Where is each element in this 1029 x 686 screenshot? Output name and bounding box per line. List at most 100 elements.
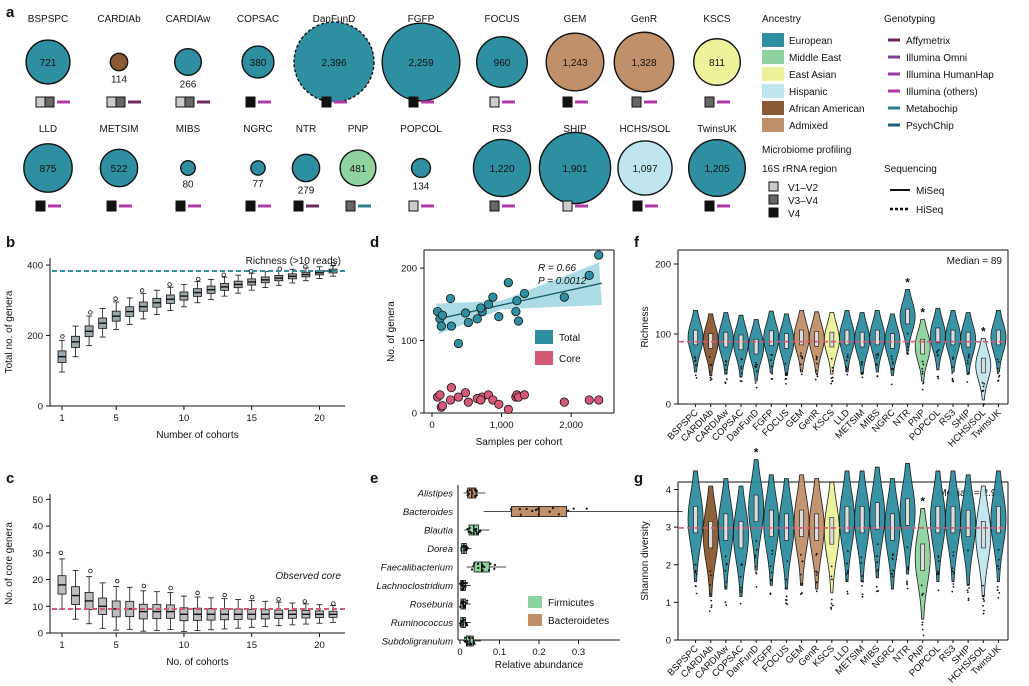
jitter-point (462, 604, 465, 607)
jitter-point (531, 509, 534, 513)
outlier-point (845, 366, 848, 369)
outlier-point (801, 356, 804, 359)
outlier-point (831, 376, 834, 379)
outlier-point (997, 361, 1000, 363)
violin-box (965, 509, 971, 537)
outlier-point (952, 583, 955, 585)
cohort-count: 380 (250, 58, 267, 69)
point-core (519, 390, 530, 400)
y-tick-label: 0 (38, 402, 43, 413)
outlier-point (709, 583, 711, 586)
cohort-name: NTR (296, 124, 317, 135)
x-tick-label: 20 (314, 640, 325, 651)
outlier-point (694, 563, 697, 566)
jitter-point (464, 640, 467, 643)
outlier-point (739, 602, 742, 605)
outlier-point (754, 381, 757, 384)
outlier-point (755, 571, 757, 574)
category-label: Bacteroides (403, 507, 453, 518)
outlier-point (876, 555, 878, 558)
outlier-point (890, 572, 893, 575)
outlier-point (876, 375, 879, 377)
outlier-point (998, 592, 1001, 594)
outlier-point (831, 366, 834, 369)
outlier-point (906, 343, 909, 345)
outlier-point (740, 564, 743, 566)
jitter-point (465, 601, 468, 605)
jitter-point (462, 586, 465, 589)
jitter-point (567, 509, 570, 512)
outlier-point (846, 562, 848, 565)
legend-label: Affymetrix (906, 36, 950, 47)
outlier-point (694, 360, 697, 362)
cohort-bubble (173, 47, 203, 77)
outlier-point (952, 551, 955, 553)
outlier-point (754, 361, 757, 364)
legend-label: HiSeq (916, 205, 943, 216)
outlier-point (770, 365, 773, 368)
outlier-point (997, 567, 1000, 570)
jitter-point (489, 562, 492, 565)
jitter-point (471, 637, 474, 640)
violin-box (829, 517, 835, 545)
violin-box (708, 521, 714, 549)
point-core (445, 395, 456, 405)
outlier-point (937, 570, 939, 573)
outlier-point (906, 583, 908, 586)
legend-label: MiSeq (916, 186, 944, 197)
y-tick-label: 50 (32, 495, 43, 506)
outlier-point (968, 371, 971, 374)
legend-swatch (528, 614, 542, 626)
cohort-name: FOCUS (485, 14, 520, 25)
outlier-point (724, 601, 727, 603)
outlier-point (846, 569, 849, 572)
violin-box (859, 331, 865, 348)
outlier-point (725, 604, 728, 606)
outlier-point (907, 345, 909, 348)
cohort-name: RS3 (492, 124, 512, 135)
outlier-point (816, 362, 818, 365)
cohort-name: DanFunD (313, 14, 356, 25)
outlier-point (982, 390, 984, 392)
outlier-point (799, 363, 802, 366)
jitter-point (525, 507, 528, 511)
outlier-point (785, 602, 787, 605)
cohort-count: 1,901 (562, 164, 587, 175)
x-tick-label: 10 (179, 640, 190, 651)
outlier (303, 264, 308, 269)
outlier-point (983, 600, 985, 602)
outlier-point (815, 369, 818, 372)
y-tick-label: 10 (32, 602, 43, 613)
outlier (113, 296, 118, 301)
panel-e: e 0 0.1 0.2 0.3 Relative abundance Alistipes Ba… (370, 470, 683, 671)
outlier-point (892, 362, 894, 365)
point-total (512, 296, 522, 306)
x-tick-label: 20 (314, 413, 325, 424)
outlier-point (967, 597, 970, 600)
cohort-bubble (476, 36, 528, 88)
outlier-point (982, 598, 985, 601)
outlier-point (861, 593, 864, 596)
x-tick-label: 1 (59, 413, 64, 424)
jitter-point (460, 620, 463, 624)
cohort-count: 114 (111, 75, 127, 86)
cohort-count: 1,220 (489, 164, 514, 175)
outlier-point (891, 557, 894, 560)
outlier-point (906, 580, 908, 583)
jitter-point (465, 546, 469, 550)
legend-label: Bacteroidetes (548, 616, 609, 627)
outlier-point (709, 364, 712, 366)
outlier-point (906, 351, 909, 354)
violin-box (905, 308, 910, 325)
outlier-point (770, 571, 773, 574)
outlier-point (967, 357, 970, 359)
outlier (222, 592, 227, 598)
region-glyph (106, 96, 117, 108)
cohort-count: 721 (40, 58, 57, 69)
annotation: Richness (>10 reads) (246, 256, 341, 267)
outlier-point (907, 566, 910, 568)
jitter-point (468, 526, 471, 530)
point-total (584, 270, 594, 280)
outlier (88, 310, 93, 315)
